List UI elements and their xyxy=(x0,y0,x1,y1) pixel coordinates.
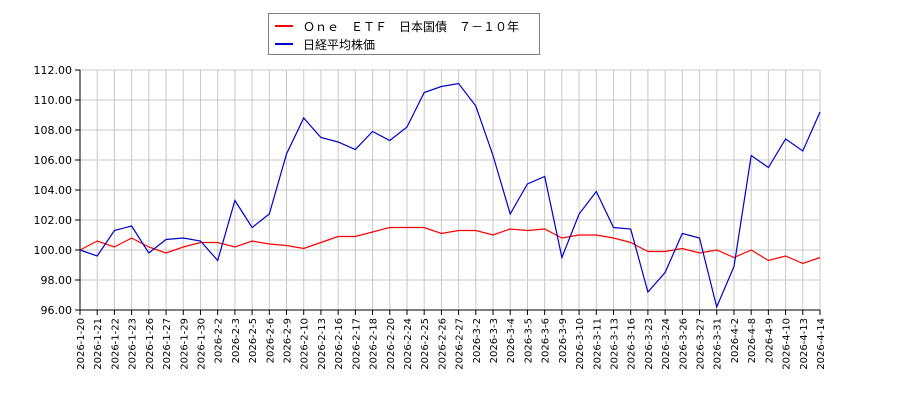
y-tick-label: 108.00 xyxy=(34,124,73,137)
x-tick-label: 2026-3-27 xyxy=(696,318,707,370)
x-tick-label: 2026-3-13 xyxy=(609,318,620,370)
x-tick-label: 2026-2-2 xyxy=(214,318,225,363)
x-tick-label: 2026-3-4 xyxy=(506,318,517,363)
y-tick-label: 102.00 xyxy=(34,214,73,227)
x-tick-label: 2026-2-18 xyxy=(369,318,380,370)
x-tick-label: 2026-2-20 xyxy=(386,318,397,370)
series-line-etf xyxy=(79,226,821,265)
x-tick-label: 2026-1-23 xyxy=(128,318,139,370)
x-tick-label: 2026-2-6 xyxy=(265,318,276,363)
x-tick-label: 2026-3-3 xyxy=(489,318,500,363)
x-tick-label: 2026-4-13 xyxy=(799,318,810,370)
y-tick-label: 100.00 xyxy=(34,244,73,257)
x-tick-label: 2026-2-16 xyxy=(334,318,345,370)
y-tick-label: 98.00 xyxy=(41,274,73,287)
grid xyxy=(79,69,821,311)
x-tick-label: 2026-2-10 xyxy=(300,318,311,370)
legend-item-etf: Ｏｎｅ ＥＴＦ 日本国債 ７－１０年 xyxy=(275,17,519,35)
x-tick-label: 2026-1-27 xyxy=(162,318,173,370)
x-tick-label: 2026-2-26 xyxy=(437,318,448,370)
y-tick-label: 110.00 xyxy=(34,94,73,107)
y-tick-label: 104.00 xyxy=(34,184,73,197)
legend-label: Ｏｎｅ ＥＴＦ 日本国債 ７－１０年 xyxy=(303,19,520,34)
x-tick-label: 2026-3-16 xyxy=(627,318,638,370)
x-tick-label: 2026-2-24 xyxy=(403,318,414,370)
x-tick-label: 2026-4-14 xyxy=(816,318,827,370)
x-tick-label: 2026-3-2 xyxy=(472,318,483,363)
x-tick-label: 2026-3-11 xyxy=(592,318,603,370)
x-tick-label: 2026-1-22 xyxy=(110,318,121,370)
x-tick-label: 2026-4-2 xyxy=(730,318,741,363)
x-tick-label: 2026-3-24 xyxy=(661,318,672,370)
x-tick-label: 2026-2-17 xyxy=(351,318,362,370)
x-tick-label: 2026-3-5 xyxy=(523,318,534,363)
series-line-nikkei xyxy=(79,82,821,309)
legend-label: 日経平均株価 xyxy=(303,37,376,52)
x-tick-label: 2026-3-31 xyxy=(713,318,724,370)
y-tick-label: 106.00 xyxy=(34,154,73,167)
x-tick-label: 2026-4-8 xyxy=(747,318,758,363)
x-tick-label: 2026-4-9 xyxy=(764,318,775,363)
x-tick-label: 2026-1-21 xyxy=(93,318,104,370)
x-tick-label: 2026-4-10 xyxy=(782,318,793,370)
legend-swatch-blue xyxy=(275,43,293,45)
x-tick-label: 2026-2-27 xyxy=(455,318,466,370)
x-tick-label: 2026-3-6 xyxy=(541,318,552,363)
x-tick-label: 2026-1-26 xyxy=(145,318,156,370)
legend-swatch-red xyxy=(275,25,293,27)
x-tick-label: 2026-3-9 xyxy=(558,318,569,363)
x-tick-label: 2026-3-26 xyxy=(678,318,689,370)
x-tick-label: 2026-2-25 xyxy=(420,318,431,370)
x-tick-label: 2026-2-9 xyxy=(283,318,294,363)
y-tick-label: 112.00 xyxy=(34,64,73,77)
x-tick-label: 2026-1-30 xyxy=(196,318,207,370)
x-tick-label: 2026-3-23 xyxy=(644,318,655,370)
x-tick-label: 2026-1-29 xyxy=(179,318,190,370)
x-tick-label: 2026-3-10 xyxy=(575,318,586,370)
x-tick-label: 2026-2-3 xyxy=(231,318,242,363)
y-tick-label: 96.00 xyxy=(41,304,73,317)
chart-legend: Ｏｎｅ ＥＴＦ 日本国債 ７－１０年 日経平均株価 xyxy=(268,13,540,55)
x-tick-label: 2026-2-13 xyxy=(317,318,328,370)
legend-item-nikkei: 日経平均株価 xyxy=(275,35,375,53)
x-tick-label: 2026-1-20 xyxy=(76,318,87,370)
x-tick-label: 2026-2-5 xyxy=(248,318,259,363)
